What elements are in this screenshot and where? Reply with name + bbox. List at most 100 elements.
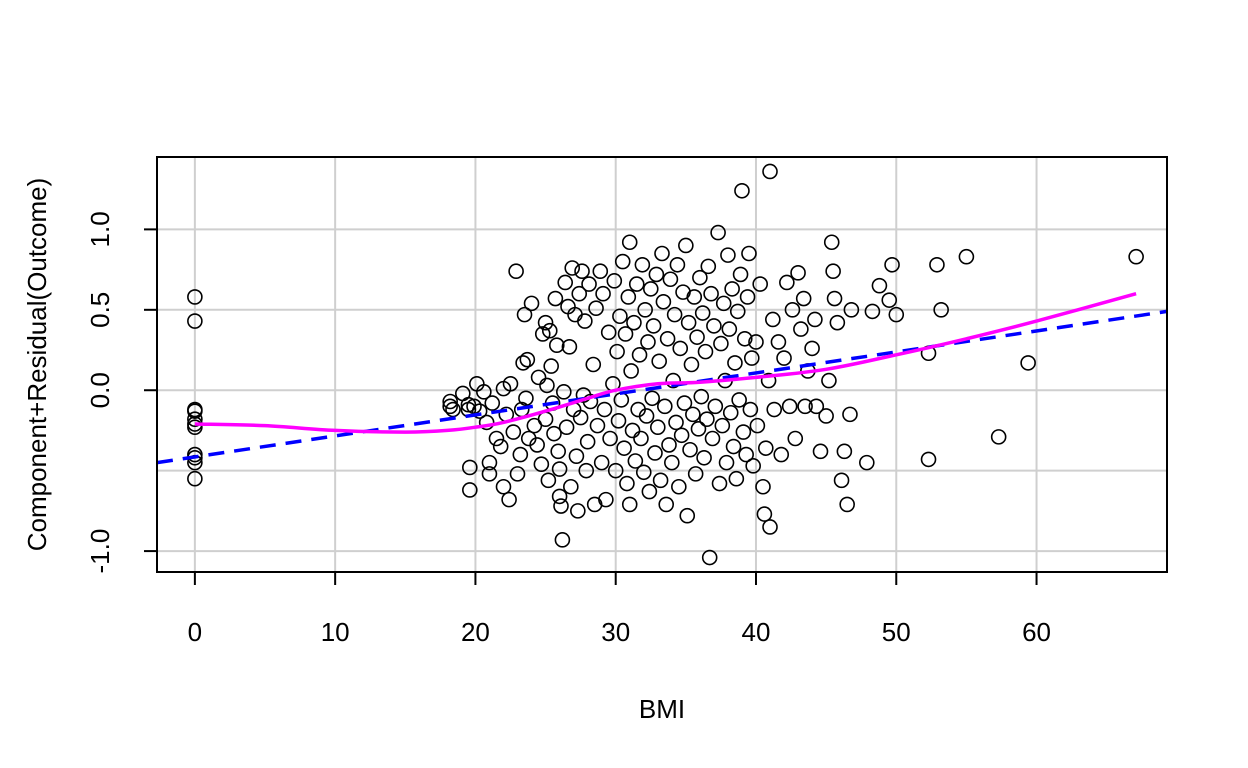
data-point: [585, 356, 602, 373]
x-tick-label: 60: [1022, 617, 1051, 647]
data-point: [773, 446, 790, 463]
data-point: [442, 393, 458, 410]
data-point: [690, 421, 707, 437]
data-point: [758, 440, 774, 456]
data-point: [571, 285, 588, 302]
smooth-fit-line: [194, 292, 1137, 434]
x-tick-label: 30: [601, 617, 630, 647]
data-point: [572, 409, 589, 426]
data-point: [547, 290, 564, 307]
data-point: [534, 326, 551, 342]
data-point: [787, 430, 804, 447]
data-point: [707, 398, 724, 415]
data-point: [637, 302, 653, 318]
data-point: [593, 454, 610, 471]
data-point: [692, 269, 708, 286]
data-point: [871, 277, 888, 294]
data-point: [657, 398, 673, 415]
data-point: [839, 496, 855, 513]
data-point: [484, 395, 501, 411]
data-point: [711, 475, 728, 492]
data-point: [833, 472, 850, 489]
data-point: [481, 466, 498, 482]
data-point: [662, 271, 679, 288]
data-point: [732, 266, 749, 283]
data-point: [612, 308, 628, 325]
y-tick-label: -1.0: [85, 529, 115, 574]
data-point: [884, 256, 900, 273]
data-point: [713, 335, 729, 352]
data-point: [829, 314, 846, 331]
data-point: [669, 256, 686, 273]
data-point: [471, 403, 488, 419]
linear-fit-line: [156, 309, 1168, 465]
data-point: [1128, 248, 1144, 265]
data-point: [784, 302, 801, 318]
data-point: [515, 355, 531, 371]
data-point: [671, 478, 687, 495]
data-point: [683, 356, 700, 373]
data-point: [694, 305, 711, 321]
data-point: [492, 438, 509, 455]
data-point: [570, 503, 586, 519]
data-point: [665, 372, 682, 389]
data-point: [642, 281, 659, 297]
data-point: [548, 337, 565, 353]
data-point: [619, 475, 635, 492]
data-point: [621, 234, 638, 251]
data-point: [722, 404, 739, 421]
data-point: [645, 318, 662, 334]
data-point: [533, 456, 550, 473]
data-point: [668, 414, 684, 431]
data-point: [652, 472, 669, 489]
data-point: [558, 419, 575, 436]
data-point: [843, 302, 860, 318]
y-tick-label: 0.0: [85, 372, 115, 408]
data-point: [693, 388, 710, 405]
data-point: [836, 443, 853, 460]
data-point: [697, 343, 714, 360]
data-point: [807, 311, 823, 328]
data-point: [610, 412, 627, 429]
data-point: [742, 401, 759, 418]
data-point: [592, 263, 609, 280]
data-point: [564, 260, 581, 276]
data-point: [755, 478, 771, 495]
data-point: [659, 330, 676, 347]
data-point: [823, 234, 840, 251]
data-point: [607, 462, 624, 479]
data-point: [554, 532, 571, 548]
data-point: [620, 289, 637, 305]
data-point: [760, 372, 777, 389]
data-point: [598, 491, 614, 508]
data-point: [505, 424, 522, 440]
data-point: [765, 311, 781, 328]
data-point: [462, 482, 478, 498]
data-point: [743, 350, 760, 366]
data-point: [686, 289, 703, 305]
data-point: [738, 446, 754, 463]
data-point: [187, 419, 203, 436]
data-point: [553, 498, 569, 514]
x-tick-label: 20: [461, 617, 490, 647]
x-tick-label: 10: [321, 617, 350, 647]
data-point: [790, 265, 806, 281]
data-point: [859, 454, 875, 471]
data-point: [578, 462, 595, 479]
data-point: [933, 302, 949, 318]
data-point: [749, 417, 766, 434]
data-point: [795, 290, 812, 307]
data-point: [776, 350, 792, 366]
data-point: [641, 483, 658, 500]
data-point: [546, 425, 562, 442]
data-point: [462, 459, 478, 476]
data-point: [685, 406, 701, 423]
data-point: [543, 358, 559, 374]
data-point: [574, 263, 590, 280]
data-point: [556, 384, 572, 400]
data-point: [888, 306, 905, 323]
data-point: [727, 355, 743, 371]
data-point: [745, 458, 761, 474]
data-point: [488, 430, 505, 447]
data-point: [588, 300, 604, 317]
